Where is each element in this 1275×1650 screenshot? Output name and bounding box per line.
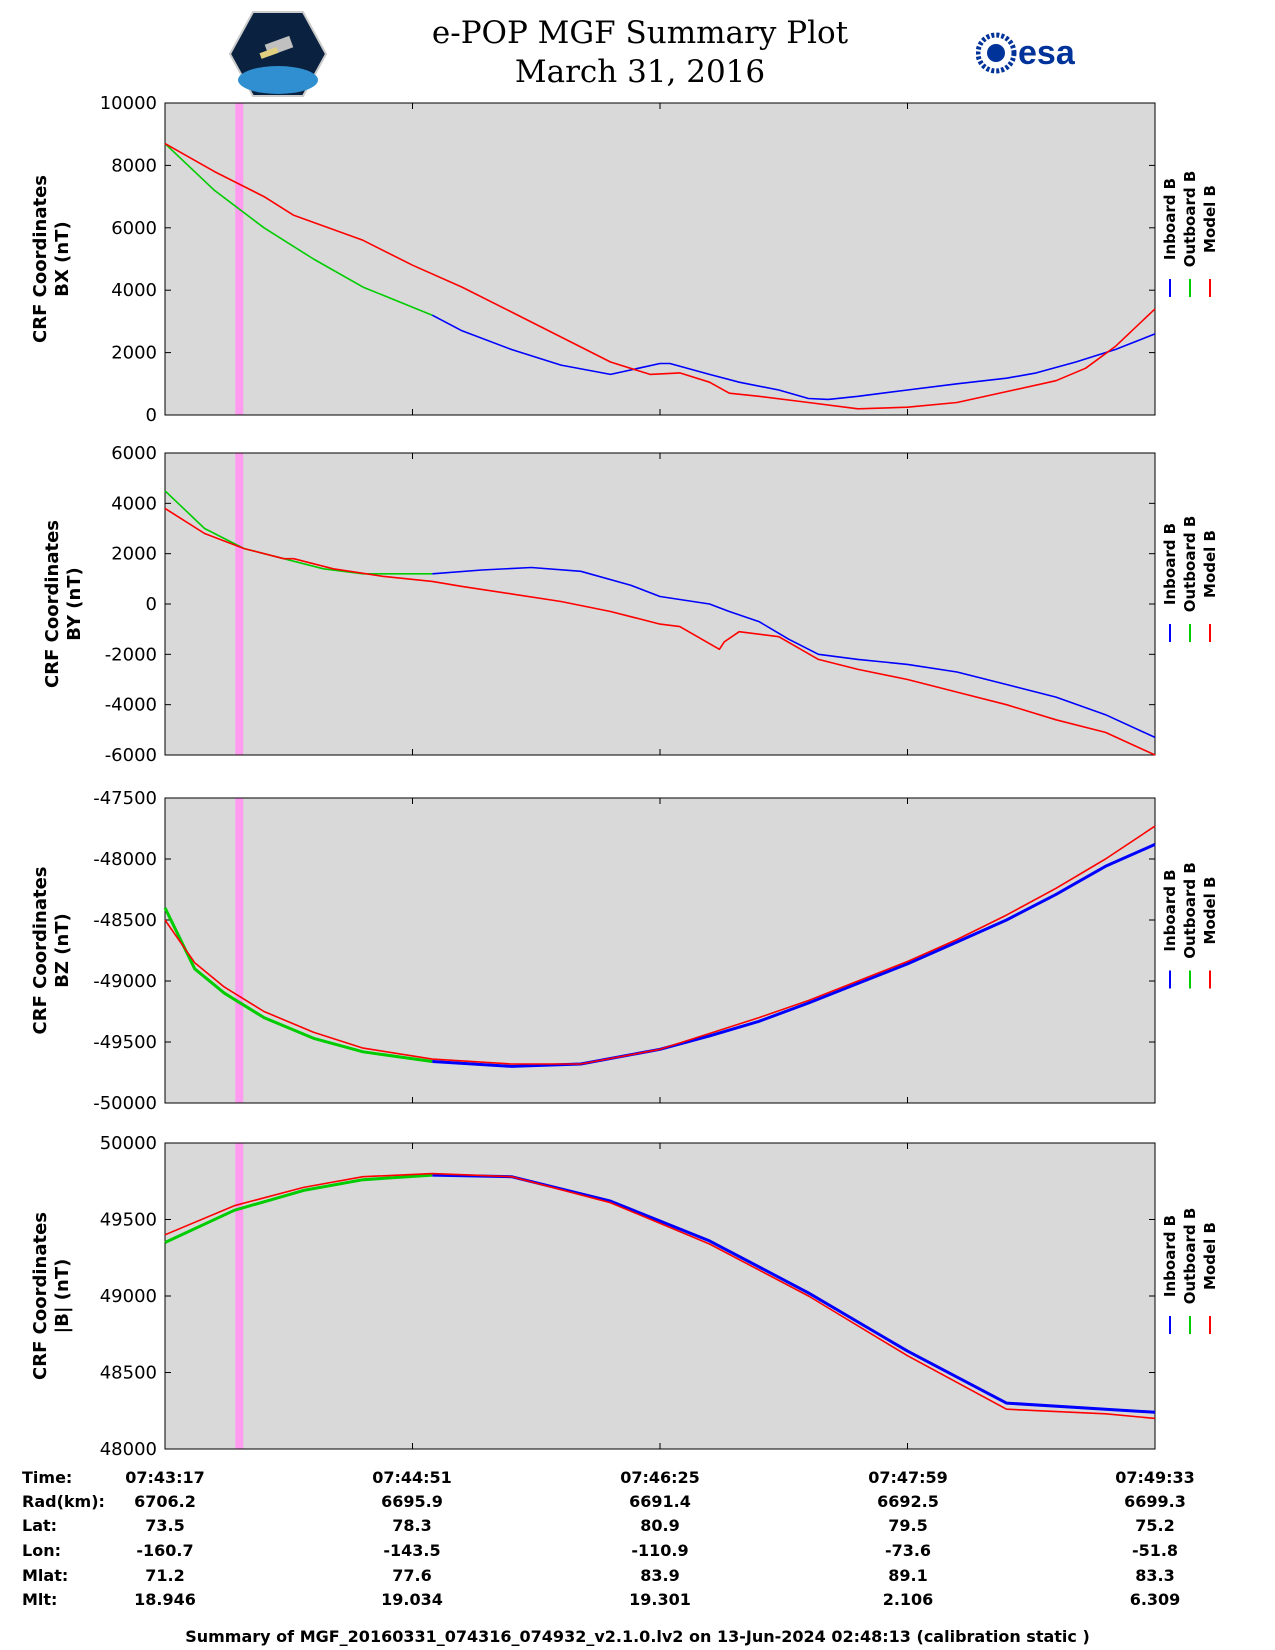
legend-label: Outboard B (1181, 862, 1199, 959)
y-tick-label: -4000 (105, 695, 157, 716)
y-axis-label: CRF Coordinates (30, 1212, 51, 1380)
time-marker-band (235, 1143, 244, 1449)
title-line-2: March 31, 2016 (514, 54, 766, 90)
series-model-b (164, 825, 1156, 1065)
legend-label: Inboard B (1161, 869, 1179, 951)
y-tick-label: -2000 (105, 644, 157, 665)
legend-label: Inboard B (1161, 178, 1179, 260)
y-tick-label: -47500 (93, 788, 157, 809)
panel-3: -50000 -49500 -49000 -48500 -48000 -47500 CRF … (30, 788, 1219, 1114)
panel-1: 0 2000 4000 6000 8000 10000 CRF Coordinates BX … (30, 93, 1219, 426)
legend-label: Outboard B (1181, 171, 1199, 268)
y-tick-label: 49500 (100, 1210, 157, 1231)
title-line-1: e-POP MGF Summary Plot (431, 15, 849, 51)
panel-2: -6000 -4000 -2000 0 2000 4000 6000 CRF Coordina… (42, 443, 1219, 766)
series-model-b (164, 1172, 1156, 1420)
y-tick-label: 6000 (111, 443, 157, 464)
legend-label: Model B (1201, 877, 1219, 945)
plot-background (165, 453, 1155, 755)
y-axis-label: |B| (nT) (52, 1259, 73, 1334)
legend-label: Inboard B (1161, 1215, 1179, 1297)
series-model-b (164, 507, 1156, 756)
legend-label: Inboard B (1161, 523, 1179, 605)
y-tick-label: -48500 (93, 910, 157, 931)
plot-title: e-POP MGF Summary Plot March 31, 2016 (400, 14, 880, 92)
y-tick-label: 8000 (111, 155, 157, 176)
y-tick-label: -49500 (93, 1032, 157, 1053)
series-outboard-b (164, 1173, 433, 1244)
y-tick-label: -50000 (93, 1093, 157, 1114)
footer-summary: Summary of MGF_20160331_074316_074932_v2… (185, 1627, 1090, 1646)
time-marker-band (235, 103, 244, 415)
legend-label: Model B (1201, 185, 1219, 253)
y-axis-label: CRF Coordinates (42, 520, 63, 688)
y-tick-label: -48000 (93, 849, 157, 870)
legend-label: Model B (1201, 530, 1219, 598)
series-outboard-b (164, 143, 433, 316)
y-axis-label: BX (nT) (52, 221, 73, 296)
y-tick-label: 48500 (100, 1363, 157, 1384)
esa-logo: esa (976, 32, 1076, 74)
series-model-b (164, 142, 1156, 410)
legend-label: Model B (1201, 1222, 1219, 1290)
series-inboard-b (432, 566, 1156, 739)
y-tick-label: 2000 (111, 343, 157, 364)
y-tick-label: 10000 (100, 93, 157, 114)
y-tick-label: 4000 (111, 280, 157, 301)
series-outboard-b (163, 907, 433, 1063)
y-axis-label: CRF Coordinates (30, 867, 51, 1035)
time-marker-band (235, 798, 244, 1103)
esa-logo-text: esa (1018, 34, 1076, 72)
y-tick-label: 48000 (100, 1439, 157, 1460)
y-tick-label: 6000 (111, 218, 157, 239)
legend-label: Outboard B (1181, 1208, 1199, 1305)
y-tick-label: 50000 (100, 1133, 157, 1154)
y-tick-label: -49000 (93, 971, 157, 992)
y-tick-label: 2000 (111, 544, 157, 565)
time-marker-band (235, 453, 244, 755)
plot-background (165, 798, 1155, 1103)
series-inboard-b (431, 314, 1156, 401)
y-axis-label: CRF Coordinates (30, 175, 51, 343)
y-tick-label: 0 (146, 405, 157, 426)
y-tick-label: -6000 (105, 745, 157, 766)
y-tick-label: 49000 (100, 1286, 157, 1307)
mission-logo (228, 11, 328, 97)
plot-background (165, 1143, 1155, 1449)
panel-4: 48000 48500 49000 49500 50000 CRF Coordinates… (30, 1133, 1219, 1460)
y-tick-label: 4000 (111, 493, 157, 514)
legend-label: Outboard B (1181, 516, 1199, 613)
y-axis-label: BZ (nT) (52, 913, 73, 988)
y-axis-label: BY (nT) (64, 567, 85, 641)
y-tick-label: 0 (146, 594, 157, 615)
